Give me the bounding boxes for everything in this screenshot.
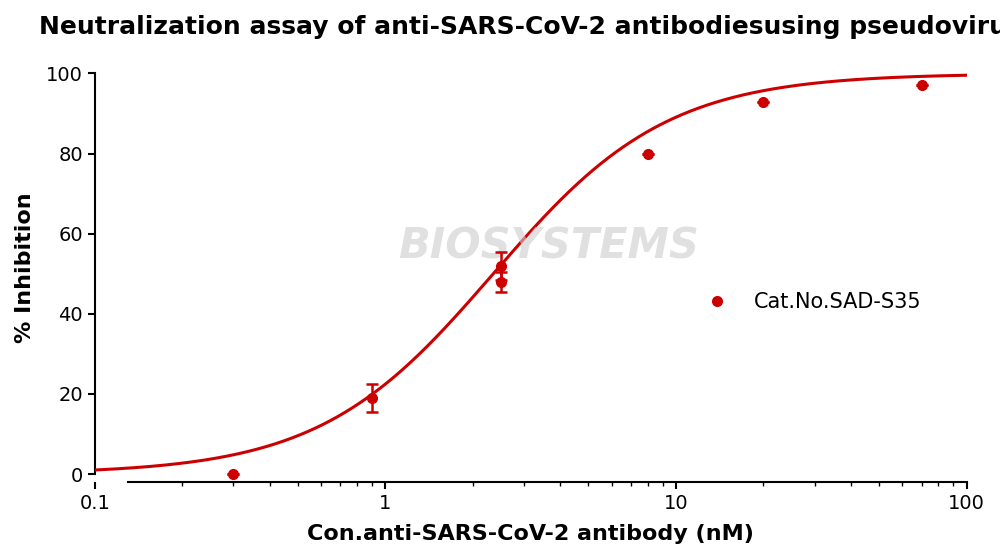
X-axis label: Con.anti-SARS-CoV-2 antibody (nM): Con.anti-SARS-CoV-2 antibody (nM) [307,524,754,544]
Legend: Cat.No.SAD-S35: Cat.No.SAD-S35 [687,284,930,320]
Text: BIOSYSTEMS: BIOSYSTEMS [398,225,699,267]
Title: Neutralization assay of anti-SARS-CoV-2 antibodiesusing pseudovirus: Neutralization assay of anti-SARS-CoV-2 … [39,15,1000,39]
Y-axis label: % Inhibition: % Inhibition [15,192,35,343]
